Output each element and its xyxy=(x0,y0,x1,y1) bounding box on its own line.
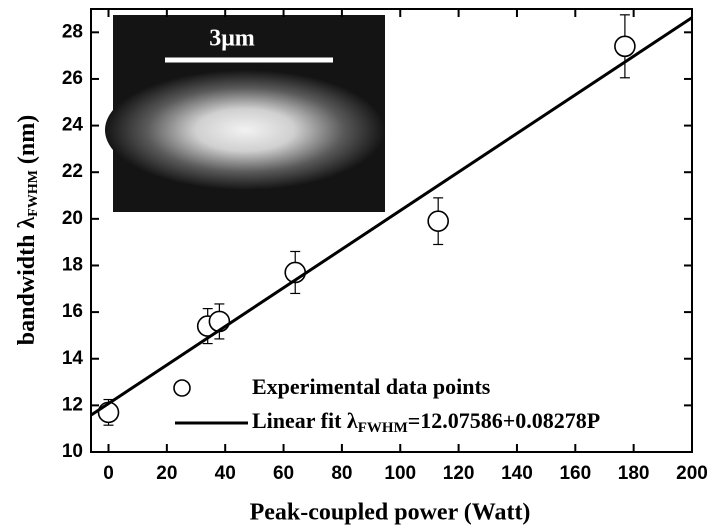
x-tick-label: 80 xyxy=(331,463,352,484)
label-part: FWHM xyxy=(358,420,408,436)
data-point xyxy=(427,210,449,232)
inset-image: 3μm xyxy=(105,15,385,212)
plot-frame xyxy=(90,8,693,453)
y-tick-label: 26 xyxy=(62,68,83,89)
label-part: bandwidth λ xyxy=(14,217,40,346)
x-tick-label: 40 xyxy=(215,463,236,484)
data-point xyxy=(208,310,231,333)
label-part: FWHM xyxy=(26,170,41,217)
x-tick-label: 60 xyxy=(273,463,294,484)
fit-line xyxy=(90,16,693,417)
label-part: =12.07586+0.08278P xyxy=(408,408,601,433)
legend-label: Experimental data points xyxy=(252,374,491,399)
x-axis-label: Peak-coupled power (Watt) xyxy=(250,500,531,526)
y-tick-label: 20 xyxy=(62,208,83,229)
x-tick-label: 140 xyxy=(501,463,533,484)
x-tick-label: 120 xyxy=(443,463,475,484)
y-tick-label: 14 xyxy=(62,348,84,369)
legend-marker xyxy=(173,379,191,397)
x-tick-label: 160 xyxy=(559,463,591,484)
x-tick-label: 200 xyxy=(676,463,708,484)
y-tick-label: 12 xyxy=(62,394,83,415)
y-tick-label: 10 xyxy=(62,441,83,462)
x-tick-label: 0 xyxy=(103,463,114,484)
y-tick-label: 16 xyxy=(62,301,83,322)
legend-label: Linear fit λFWHM=12.07586+0.08278P xyxy=(252,408,600,436)
y-tick-label: 28 xyxy=(62,21,83,42)
label-part: (nm) xyxy=(14,115,40,170)
inset-label: 3μm xyxy=(209,26,255,52)
label-part: Linear fit λ xyxy=(252,408,358,433)
y-tick-label: 24 xyxy=(62,115,84,136)
y-tick-label: 22 xyxy=(62,161,83,182)
y-tick-label: 18 xyxy=(62,254,83,275)
x-tick-label: 100 xyxy=(384,463,416,484)
y-axis-label: bandwidth λFWHM (nm) xyxy=(14,115,42,346)
x-tick-label: 180 xyxy=(618,463,650,484)
x-tick-label: 20 xyxy=(156,463,177,484)
data-point xyxy=(614,35,636,58)
